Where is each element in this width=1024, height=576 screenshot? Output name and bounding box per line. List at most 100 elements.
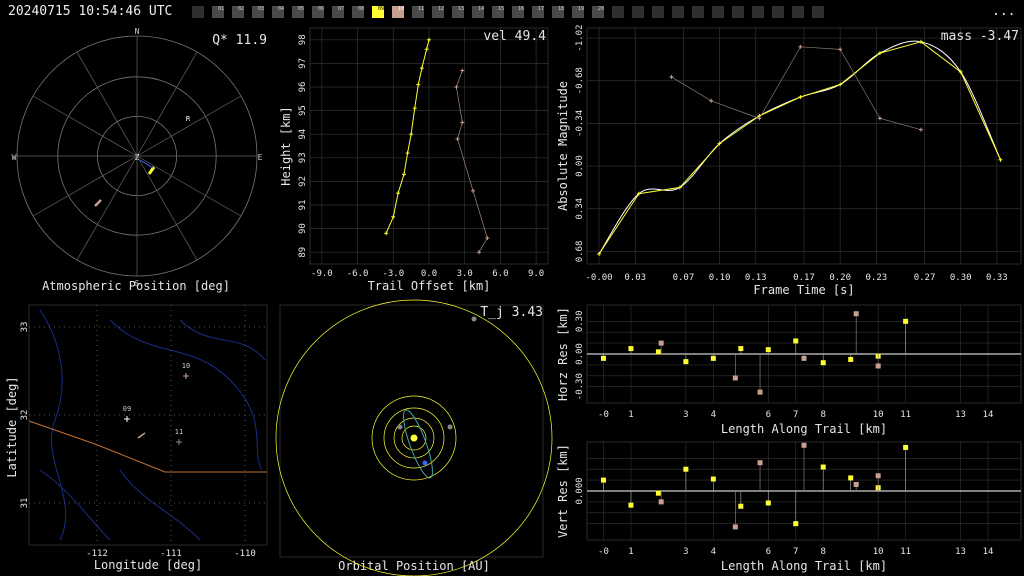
horz-point [875, 363, 881, 369]
sky-spoke [136, 155, 198, 261]
height-xlabel: Trail Offset [km] [368, 279, 491, 293]
station-box[interactable]: 07 [332, 6, 344, 18]
vert-xtick: 10 [873, 547, 884, 557]
height-xtick: -3.0 [382, 269, 404, 279]
mag-xtick: 0.23 [865, 273, 887, 283]
horz-point [732, 375, 738, 381]
station-box[interactable]: 02 [232, 6, 244, 18]
station-box[interactable]: 14 [472, 6, 484, 18]
map-xtick: -111 [160, 549, 182, 559]
mag-ytick: 0.00 [575, 155, 585, 177]
map-station-label: 09 [123, 405, 131, 413]
sky-spoke [76, 51, 138, 157]
station-box[interactable] [712, 6, 724, 18]
mag-xtick: 0.10 [709, 273, 731, 283]
station-box[interactable]: 05 [292, 6, 304, 18]
station-box[interactable]: 03 [252, 6, 264, 18]
horz-ylabel: Horz Res [km] [556, 307, 570, 401]
station-box[interactable]: 20 [592, 6, 604, 18]
horz-point [765, 347, 771, 353]
horz-xtick: 11 [900, 410, 911, 420]
station-box[interactable]: 15 [492, 6, 504, 18]
station-box[interactable]: 10 [392, 6, 404, 18]
map-ground-track [137, 432, 146, 439]
station-box[interactable] [732, 6, 744, 18]
vert-xtick: -0 [598, 547, 609, 557]
sky-spoke [32, 155, 138, 217]
station-box[interactable]: 16 [512, 6, 524, 18]
station-box[interactable] [792, 6, 804, 18]
vert-xlabel: Length Along Trail [km] [721, 559, 887, 573]
station-box[interactable]: 11 [412, 6, 424, 18]
height-ytick: 90 [298, 223, 308, 234]
horz-point [903, 318, 909, 324]
map-ytick: 32 [20, 410, 30, 421]
height-xtick: 6.0 [492, 269, 508, 279]
vert-xtick: 13 [955, 547, 966, 557]
vert-xtick: 7 [793, 547, 798, 557]
horz-xtick: 14 [983, 410, 994, 420]
map-river [39, 469, 111, 541]
map-border [28, 420, 267, 473]
station-box[interactable] [632, 6, 644, 18]
station-box[interactable] [612, 6, 624, 18]
station-box[interactable] [692, 6, 704, 18]
station-box[interactable]: 17 [532, 6, 544, 18]
mag-xtick: 0.17 [793, 273, 815, 283]
map-ytick: 31 [20, 498, 30, 509]
vert-point [732, 524, 738, 530]
station-box[interactable]: 13 [452, 6, 464, 18]
station-box[interactable] [752, 6, 764, 18]
mag-xlabel: Frame Time [s] [753, 283, 854, 297]
height-vel-label: vel 49.4 [483, 29, 546, 44]
horz-xtick: 10 [873, 410, 884, 420]
height-ytick: 92 [298, 176, 308, 187]
horz-point [710, 355, 716, 361]
mag-xtick: 0.30 [950, 273, 972, 283]
map-ytick: 33 [20, 322, 30, 333]
station-box[interactable] [672, 6, 684, 18]
station-box[interactable]: 08 [352, 6, 364, 18]
menu-button[interactable]: ... [992, 4, 1016, 19]
map-station-label: 11 [175, 428, 183, 436]
station-box[interactable]: 04 [272, 6, 284, 18]
station-box[interactable]: 01 [212, 6, 224, 18]
vert-ylabel: Vert Res [km] [556, 444, 570, 538]
mag-xtick: 0.03 [624, 273, 646, 283]
orbit-title: Orbital Position [AU] [338, 559, 490, 573]
mag-ytick: -0.68 [575, 67, 585, 94]
vert-point [600, 477, 606, 483]
mag-xtick: 0.07 [673, 273, 695, 283]
station-box[interactable]: 06 [312, 6, 324, 18]
horz-point [683, 359, 689, 365]
orbit-frame [279, 304, 544, 558]
station-box[interactable]: 09 [372, 6, 384, 18]
height-xtick: 0.0 [421, 269, 437, 279]
height-ytick: 91 [298, 200, 308, 211]
mag-xtick: -0.00 [586, 273, 613, 283]
height-xtick: 3.0 [457, 269, 473, 279]
map-station-label: 10 [182, 362, 190, 370]
station-box[interactable]: 18 [552, 6, 564, 18]
sky-grid: N E S W Z R [12, 27, 263, 288]
horz-point [848, 356, 854, 362]
station-box[interactable] [192, 6, 204, 18]
mag-ytick: -0.34 [575, 110, 585, 137]
sky-spoke [32, 95, 138, 157]
station-box[interactable] [652, 6, 664, 18]
vert-point [655, 490, 661, 496]
station-box[interactable] [812, 6, 824, 18]
horz-point [853, 311, 859, 317]
mag-ytick: -1.02 [575, 24, 585, 51]
station-box[interactable]: 19 [572, 6, 584, 18]
sky-compass-label: S [135, 279, 140, 288]
vert-point [793, 521, 799, 527]
station-box[interactable]: 12 [432, 6, 444, 18]
horz-point [801, 355, 807, 361]
station-box[interactable] [772, 6, 784, 18]
mag-xtick: 0.33 [986, 273, 1008, 283]
horz-xtick: 6 [766, 410, 771, 420]
